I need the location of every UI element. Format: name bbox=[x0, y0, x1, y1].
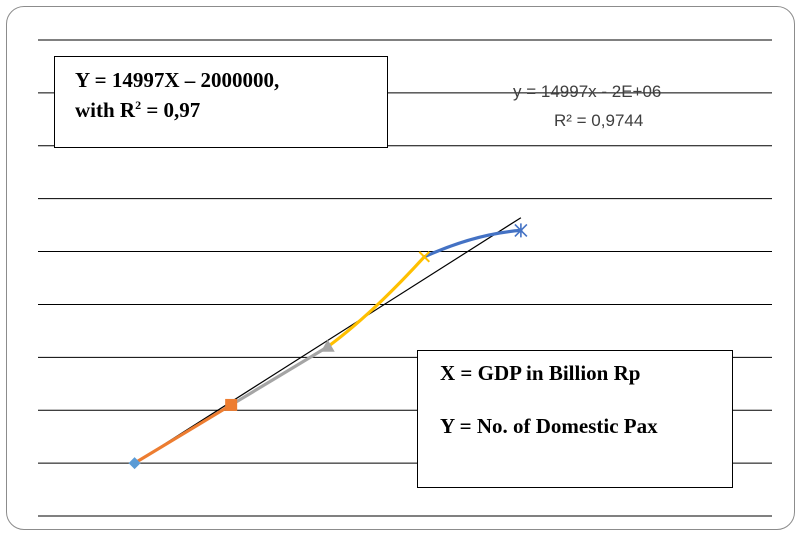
series-curves bbox=[132, 228, 523, 465]
marker-triangle bbox=[320, 339, 335, 352]
series-curve-segment bbox=[422, 228, 523, 259]
series-markers bbox=[128, 223, 528, 470]
series-curve-segment bbox=[132, 403, 233, 465]
marker-square bbox=[225, 398, 238, 411]
r-squared-prefix: with R bbox=[75, 98, 136, 122]
trendline-equation: y = 14997x - 2E+06 bbox=[513, 82, 661, 101]
series-curve-segment bbox=[229, 345, 330, 407]
r-squared-superscript: 2 bbox=[135, 98, 142, 112]
y-definition: Y = No. of Domestic Pax bbox=[440, 414, 658, 438]
r-squared-suffix: = 0,97 bbox=[141, 98, 201, 122]
marker-diamond bbox=[128, 457, 141, 470]
series-curve-segment bbox=[326, 255, 426, 349]
equation-annotation-box: Y = 14997X – 2000000, with R2 = 0,97 bbox=[54, 56, 388, 148]
r-squared-line: with R2 = 0,97 bbox=[75, 95, 387, 125]
trendline-r-squared: R² = 0,9744 bbox=[554, 111, 643, 130]
x-definition: X = GDP in Billion Rp bbox=[440, 361, 641, 385]
marker-x bbox=[418, 251, 431, 263]
variable-definition-box: X = GDP in Billion Rp Y = No. of Domesti… bbox=[417, 350, 733, 488]
marker-star bbox=[514, 223, 528, 238]
equation-line: Y = 14997X – 2000000, bbox=[75, 68, 280, 92]
